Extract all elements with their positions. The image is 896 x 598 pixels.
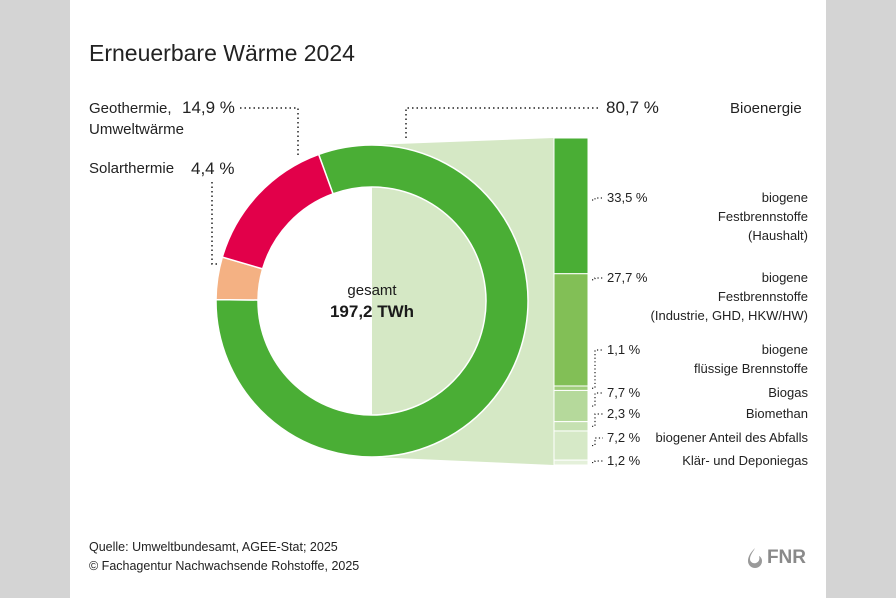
breakdown-label: flüssige Brennstoffe [694,361,808,376]
breakdown-percent: 1,1 % [607,342,641,357]
breakdown-leader [592,392,603,407]
breakdown-percent: 1,2 % [607,453,641,468]
breakdown-segment [553,385,589,391]
geothermie-leader [240,107,299,158]
breakdown-label: biogene [762,270,808,285]
breakdown-label: biogene [762,342,808,357]
breakdown-leader [592,413,603,427]
breakdown-percent: 7,7 % [607,385,641,400]
breakdown-segment [553,273,589,387]
breakdown-label: Festbrennstoffe [718,289,808,304]
breakdown-label: (Haushalt) [748,228,808,243]
breakdown-segment [553,421,589,432]
center-total: 197,2 TWh [329,302,415,321]
geothermie-label: Geothermie, [89,100,172,117]
bioenergie-label: Bioenergie [730,100,802,117]
breakdown-leader [592,277,603,281]
fnr-logo-text: FNR [766,547,806,568]
breakdown-label: Biomethan [746,406,808,421]
breakdown-leader [592,349,603,389]
chart-title: Erneuerbare Wärme 2024 [89,40,355,66]
breakdown-percent: 33,5 % [607,190,648,205]
breakdown-percent: 7,2 % [607,430,641,445]
source-line: Quelle: Umweltbundesamt, AGEE-Stat; 2025 [89,540,338,554]
fnr-logo-icon [747,548,762,568]
center-label: gesamt [347,282,397,299]
breakdown-label: Festbrennstoffe [718,209,808,224]
breakdown-leader [592,197,603,201]
solarthermie-label: Solarthermie [89,160,175,177]
geothermie-slice [221,153,334,270]
breakdown-segment [553,389,589,423]
copyright-line: © Fachagentur Nachwachsende Rohstoffe, 2… [89,559,360,573]
breakdown-label: (Industrie, GHD, HKW/HW) [651,308,808,323]
breakdown-segment [553,137,589,275]
fnr-logo: FNR [746,547,806,569]
chart-card: Erneuerbare Wärme 2024 33,5 % biogene Fest… [70,0,826,598]
bioenergie-percent: 80,7 % [606,98,659,117]
bioenergie-slice [215,144,529,458]
bioenergie-leader [405,107,600,138]
breakdown-segment [553,459,589,466]
connector-band [372,138,554,465]
breakdown-label: Biogas [768,385,808,400]
breakdown-percent: 27,7 % [607,270,648,285]
breakdown-label: biogene [762,190,808,205]
breakdown-segment [553,430,589,461]
breakdown-label: biogener Anteil des Abfalls [656,430,809,445]
breakdown-percent: 2,3 % [607,406,641,421]
umweltwaerme-label: Umweltwärme [89,121,185,138]
geothermie-percent: 14,9 % [182,98,235,117]
breakdown-leader [592,460,603,464]
solarthermie-percent: 4,4 % [191,159,235,178]
breakdown-leader [592,437,603,447]
solarthermie-leader [211,182,220,265]
breakdown-label: Klär- und Deponiegas [682,453,808,468]
chart-canvas: 33,5 % biogene Festbrennstoffe (Haushalt) 27… [211,107,809,468]
